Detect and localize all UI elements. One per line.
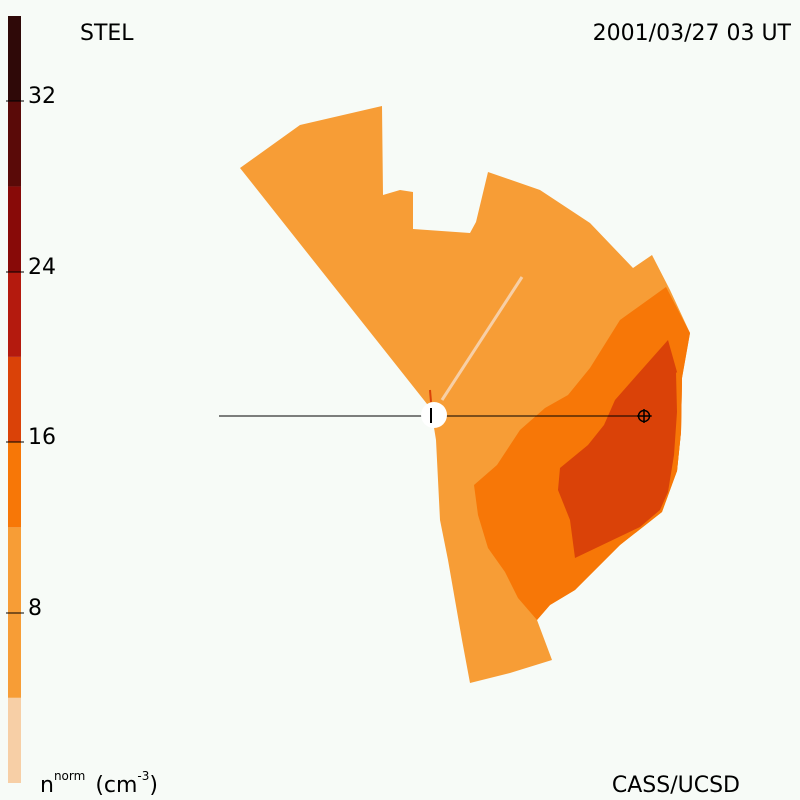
timestamp-label: 2001/03/27 03 UT: [593, 21, 792, 46]
quantity-label: nnorm (cm-3): [40, 769, 158, 798]
colorbar-band-0: [8, 697, 21, 783]
colorbar: 32 24 16 8: [6, 16, 56, 783]
quantity-sup: norm: [54, 769, 85, 783]
instrument-label: STEL: [80, 21, 134, 46]
quantity-unit-open: (cm: [95, 773, 137, 798]
density-map: [240, 106, 690, 683]
colorbar-label-8: 8: [28, 596, 42, 621]
colorbar-label-32: 32: [28, 84, 56, 109]
colorbar-band-2: [8, 442, 21, 528]
colorbar-band-5: [8, 186, 21, 272]
density-band-16-20: [558, 340, 680, 558]
colorbar-band-3: [8, 356, 21, 443]
colorbar-ticks: [6, 100, 24, 614]
quantity-base: n: [40, 773, 54, 798]
colorbar-label-24: 24: [28, 255, 56, 280]
quantity-unit-sup: -3: [137, 769, 149, 783]
colorbar-band-6: [8, 101, 21, 187]
density-edge-sliver: [668, 372, 682, 492]
colorbar-bands: [8, 16, 21, 783]
earth-circle-cross-icon: [637, 409, 651, 423]
colorbar-band-4: [8, 271, 21, 357]
credit-label: CASS/UCSD: [612, 773, 740, 798]
quantity-unit-close: ): [149, 773, 158, 798]
sun-disk-icon: [421, 389, 447, 428]
density-ray: [440, 276, 524, 401]
colorbar-band-7: [8, 16, 21, 102]
colorbar-label-16: 16: [28, 425, 56, 450]
